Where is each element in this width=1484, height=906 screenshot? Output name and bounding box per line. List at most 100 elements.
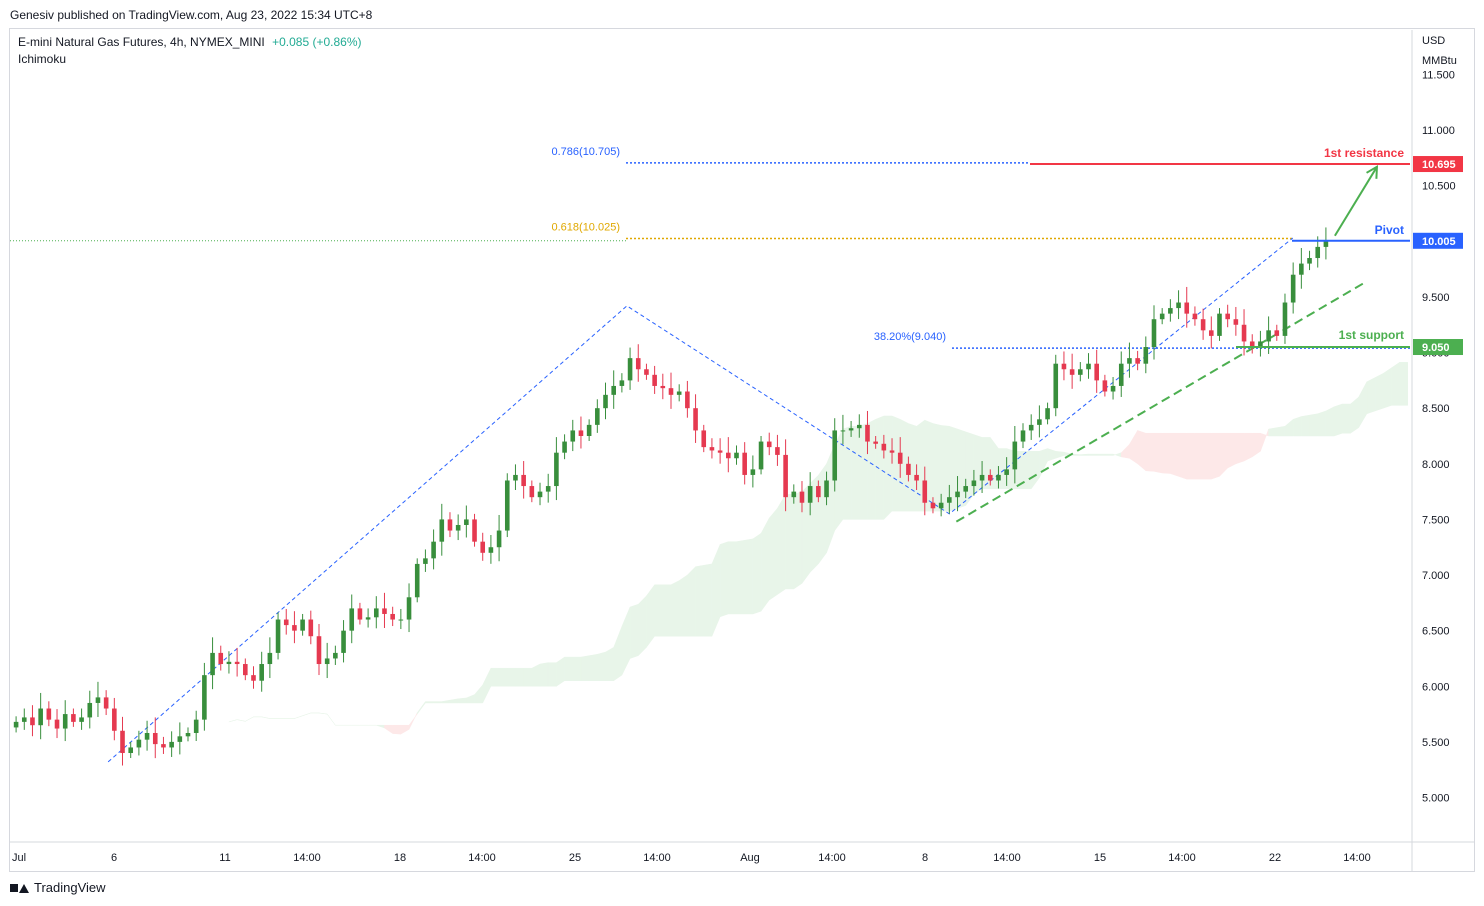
candle-body [775,447,780,455]
candle-body [668,388,674,395]
candle-body [971,480,977,487]
y-tick-label: 9.500 [1422,292,1450,304]
candle-body [406,597,412,620]
candle-body [202,675,207,720]
brand-name[interactable]: TradingView [34,880,106,895]
candle-body [275,619,281,653]
cloud-segment [392,724,402,735]
candle-body [161,744,166,748]
indicator-name[interactable]: Ichimoku [18,52,67,66]
candle-body [390,613,395,620]
tradingview-logo-icon [10,882,30,894]
cloud-segment [237,719,246,722]
pivot-label: Pivot [1375,223,1404,237]
cloud-segment [1145,432,1155,472]
candle-body [251,675,256,681]
cloud-segment [490,667,500,687]
cloud-segment [433,701,443,704]
cloud-segment [1227,432,1237,469]
candle-body [537,491,543,498]
cloud-segment [850,426,860,520]
cloud-segment [981,437,991,490]
candle-body [865,424,870,442]
cloud-segment [539,662,549,687]
fibonacci-levels: 0.786(10.705) 0.618(10.025) 38.20%(9.040) [10,146,1410,349]
cloud-segment [1194,432,1204,480]
candle-body [87,702,93,718]
swing-zigzag [107,237,1294,763]
candle-body [267,652,273,665]
candle-body [955,491,960,498]
x-tick-label: 22 [1269,852,1281,864]
cloud-segment [703,563,713,637]
cloud-segment [785,494,795,590]
candle-body [316,636,322,665]
candle-body [709,447,715,451]
candle-body [562,441,567,453]
candle-body [1102,380,1108,392]
cloud-segment [384,724,393,735]
candle-body [619,380,625,386]
candle-body [1127,358,1132,364]
swing-lines [107,165,1379,763]
candle-body [1266,330,1271,342]
cloud-segment [793,491,803,590]
cloud-segment [1030,451,1040,490]
fib-label: 0.786(10.705) [552,146,621,158]
candle-body [873,441,878,444]
candle-body [398,619,404,621]
cloud-segment [687,566,696,637]
candle-body [1135,358,1140,364]
candle-body [447,519,453,531]
cloud-segment [1186,432,1196,480]
candle-body [439,519,445,542]
unit-label: MMBtu [1422,55,1457,67]
candle-body [816,486,821,498]
candle-body [791,491,797,498]
candle-body [226,661,232,665]
candle-body [1004,469,1009,475]
candle-body [1299,263,1304,275]
cloud-segment [1350,396,1359,434]
cloud-segment [638,595,647,657]
cloud-segment [1284,418,1294,437]
cloud-segment [1399,362,1409,406]
cloud-segment [1292,416,1302,437]
cloud-segment [1080,453,1089,456]
candle-body [1282,302,1288,336]
candle-body [578,430,584,436]
cloud-segment [1170,432,1179,477]
cloud-segment [1022,451,1032,490]
candle-body [71,714,76,722]
cloud-segment [1309,413,1318,437]
candle-body [570,430,576,442]
candle-body [987,474,993,481]
candle-body [513,474,518,481]
candle-body [807,486,813,503]
cloud-segment [441,699,451,704]
candle-body [996,474,1001,481]
candle-body [938,502,944,509]
cloud-segment [294,715,303,719]
key-levels: 1st resistance Pivot 1st support [1030,146,1410,349]
candle-body [824,480,829,498]
candle-body [611,385,616,395]
cloud-segment [1260,428,1269,452]
cloud-segment [842,425,852,520]
candle-body [750,469,756,475]
support-badge [1413,339,1463,356]
cloud-segment [1268,427,1278,437]
cloud-segment [678,574,688,637]
candle-body [488,547,494,553]
candle-body [79,717,84,722]
currency-label: USD [1422,35,1445,47]
candle-body [472,519,477,542]
cloud-segment [1088,453,1097,456]
symbol-title[interactable]: E-mini Natural Gas Futures, 4h, NYMEX_MI… [18,35,265,49]
candle-body [300,619,305,631]
candle-body [480,541,486,553]
support-label: 1st support [1339,328,1404,342]
candle-body [1176,302,1181,309]
x-tick-label: 14:00 [293,852,321,864]
